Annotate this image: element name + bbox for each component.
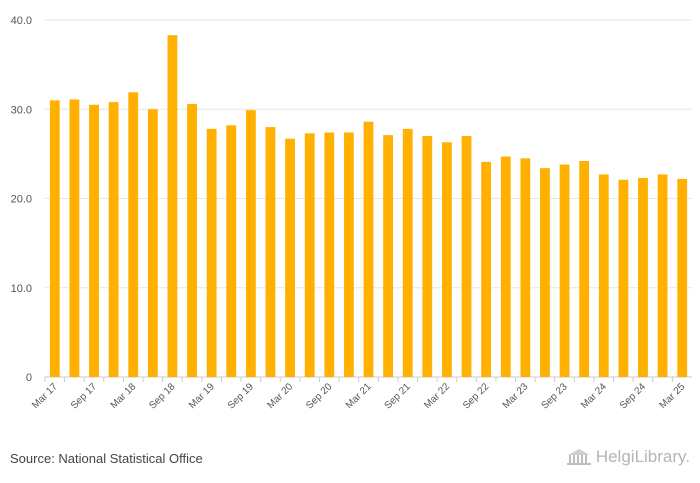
- bar[interactable]: [422, 136, 433, 377]
- source-note: Source: National Statistical Office: [10, 451, 203, 466]
- bar[interactable]: [579, 161, 590, 377]
- bar[interactable]: [285, 138, 295, 377]
- bar[interactable]: [324, 132, 335, 377]
- bar[interactable]: [383, 135, 394, 377]
- bar[interactable]: [442, 142, 452, 377]
- bar[interactable]: [265, 127, 276, 377]
- x-tick-label: Mar 19: [187, 381, 217, 411]
- bar-chart: 0 10.0 20.0 30.0 40.0 Mar 17 Sep 17 Mar 18 Sep …: [11, 15, 692, 412]
- bar[interactable]: [598, 174, 609, 377]
- y-tick-label: 0: [26, 372, 32, 384]
- x-tick-label: Sep 24: [618, 381, 648, 411]
- bar[interactable]: [206, 128, 217, 377]
- x-tick-label: Mar 17: [30, 381, 60, 411]
- x-tick-label: Sep 23: [539, 381, 569, 411]
- bar[interactable]: [520, 158, 531, 377]
- bar[interactable]: [559, 164, 570, 377]
- bar[interactable]: [363, 121, 374, 378]
- y-tick-label: 10.0: [11, 283, 32, 295]
- x-tick-label: Mar 22: [422, 381, 452, 411]
- bar[interactable]: [402, 128, 413, 377]
- bar[interactable]: [677, 178, 688, 377]
- y-tick-label: 20.0: [11, 194, 32, 206]
- x-tick-label: Sep 22: [461, 381, 491, 411]
- x-axis: Mar 17 Sep 17 Mar 18 Sep 18 Mar 19 Sep 19 Mar …: [30, 377, 688, 412]
- y-tick-label: 30.0: [11, 104, 32, 116]
- bar[interactable]: [540, 168, 550, 377]
- x-tick-label: Sep 19: [226, 381, 256, 411]
- x-tick-label: Mar 25: [658, 381, 688, 411]
- x-tick-label: Sep 21: [383, 381, 413, 411]
- bar[interactable]: [481, 161, 492, 377]
- y-axis: 0 10.0 20.0 30.0 40.0: [11, 15, 32, 384]
- x-tick-label: Sep 17: [69, 381, 99, 411]
- bar[interactable]: [226, 125, 237, 377]
- bar[interactable]: [618, 179, 629, 377]
- bar[interactable]: [500, 156, 511, 377]
- bar[interactable]: [89, 104, 99, 377]
- bar[interactable]: [657, 174, 668, 377]
- x-tick-label: Mar 21: [344, 381, 374, 411]
- bar[interactable]: [304, 133, 315, 377]
- bar[interactable]: [638, 177, 648, 377]
- bar[interactable]: [69, 99, 80, 378]
- x-tick-label: Sep 18: [147, 381, 177, 411]
- bar-series: [49, 35, 688, 378]
- x-tick-label: Mar 24: [579, 381, 609, 411]
- bar[interactable]: [108, 102, 119, 378]
- x-tick-label: Mar 18: [109, 381, 139, 411]
- x-tick-label: Sep 20: [304, 381, 334, 411]
- bar[interactable]: [461, 136, 472, 377]
- bar[interactable]: [128, 92, 139, 377]
- bar[interactable]: [49, 100, 60, 377]
- y-tick-label: 40.0: [11, 15, 32, 27]
- x-tick-label: Mar 20: [265, 381, 295, 411]
- x-tick-label: Mar 23: [501, 381, 531, 411]
- helgilibrary-logo: HelgiLibrary.: [566, 447, 690, 467]
- bar[interactable]: [343, 132, 354, 377]
- bar[interactable]: [187, 103, 197, 378]
- bar[interactable]: [167, 35, 178, 378]
- bar[interactable]: [147, 109, 158, 377]
- bar[interactable]: [245, 110, 256, 377]
- library-building-icon: [566, 449, 591, 465]
